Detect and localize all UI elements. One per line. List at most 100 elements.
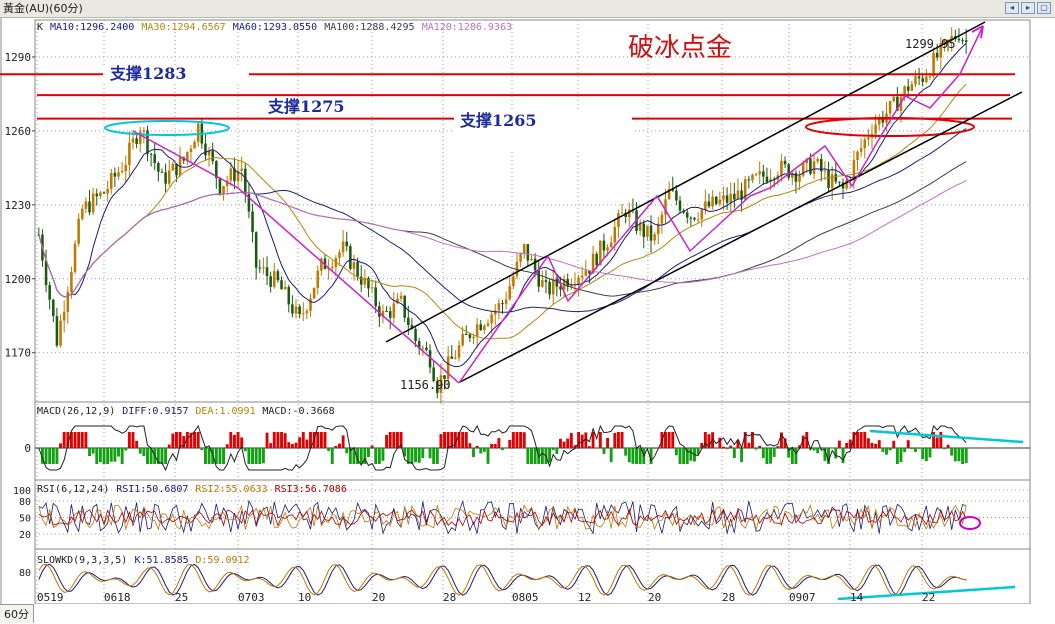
candle-body [497,303,501,311]
support-label-1275: 支撑1275 [267,97,345,116]
candle-body [932,52,935,77]
candle-body [921,78,924,82]
candle-body [66,291,70,312]
legend-ma100: MA100:1288.4295 [324,22,414,33]
candle-body [859,148,863,152]
candle-body [131,138,135,143]
y-tick-label: 1290 [5,51,32,64]
candle-body [718,199,722,204]
candle-body [99,192,102,197]
candle-body [874,124,877,134]
candle-body [73,243,77,272]
candle-body [914,76,917,85]
candle-body [244,168,247,195]
candle-body [522,244,526,254]
candle-body [722,195,725,200]
candle-body [128,142,131,166]
candle-body [609,242,613,248]
candle-body [218,178,222,194]
candle-body [84,201,88,209]
candle-body [414,328,417,342]
candle-body [961,40,964,42]
candle-body [439,375,443,393]
candle-body [475,324,479,337]
legend-ma120: MA120:1286.9363 [422,22,512,33]
legend-ma60: MA60:1293.0550 [233,22,317,33]
candle-body [693,217,696,220]
candle-body [903,86,906,97]
kd-d-line [38,563,967,596]
candle-body [359,276,363,285]
candle-body [754,174,758,176]
candle-body [81,208,84,219]
candle-body [834,174,838,182]
candle-body [606,247,609,251]
candle-body [729,193,732,203]
candle-body [700,209,704,220]
candle-body [548,281,551,295]
candle-body [820,158,823,172]
x-tick-label: 0805 [512,591,539,604]
candle-body [396,298,399,304]
candle-body [167,170,171,184]
candle-body [707,201,711,207]
scroll-right-icon[interactable]: ▸ [1021,2,1035,14]
x-tick-label: 20 [648,591,661,604]
candle-body [370,287,374,289]
candle-body [530,258,533,261]
candle-body [407,317,410,325]
candle-body [113,172,117,177]
support-label-1283-box [103,67,249,83]
candle-body [240,168,243,171]
period-tab[interactable]: 60分 [0,604,34,623]
restore-icon[interactable]: ▢ [1037,2,1051,14]
candle-body [664,199,667,215]
candle-body [109,172,113,189]
candle-body [457,345,461,358]
rsi-y-tick: 80 [19,497,31,508]
candle-body [765,176,769,183]
candle-body [830,174,834,189]
candle-body [812,161,816,174]
candle-body [591,253,595,274]
candle-body [935,52,939,58]
candle-body [925,76,928,82]
candle-body [211,150,214,162]
candle-body [142,130,146,132]
candle-body [410,324,414,329]
kd-divergence-line [837,585,1016,601]
high-price-label: 1299.95 [905,37,956,51]
candle-body [588,270,591,274]
candle-body [352,262,356,269]
candle-body [599,240,602,266]
ellipse-high-june [104,120,230,136]
headline-text: 破冰点金 [628,33,732,63]
candle-body [356,262,359,277]
downtrend-line [132,130,460,384]
candle-body [628,209,631,218]
candle-body [124,165,128,172]
candle-body [917,76,921,79]
candle-body [671,188,675,191]
candle-body [305,310,309,314]
macd-legend-macd: MACD:-0.3668 [262,406,334,417]
candle-body [294,306,298,314]
candle-body [55,316,59,346]
candle-body [309,298,312,311]
candle-body [374,287,377,307]
candle-body [838,181,841,183]
candle-body [88,201,91,213]
candle-body [740,190,743,200]
candle-body [928,76,932,78]
scroll-left-icon[interactable]: ◂ [1005,2,1019,14]
kd-legend-d: D:59.0912 [195,555,249,566]
candle-body [186,152,189,161]
candle-body [493,310,497,315]
candle-body [823,170,827,172]
y-tick-label: 1230 [5,199,32,212]
candle-body [388,311,392,318]
candle-body [367,277,370,289]
candle-body [153,154,157,163]
candle-body [381,310,385,317]
rsi-highlight-ellipse [959,516,981,530]
